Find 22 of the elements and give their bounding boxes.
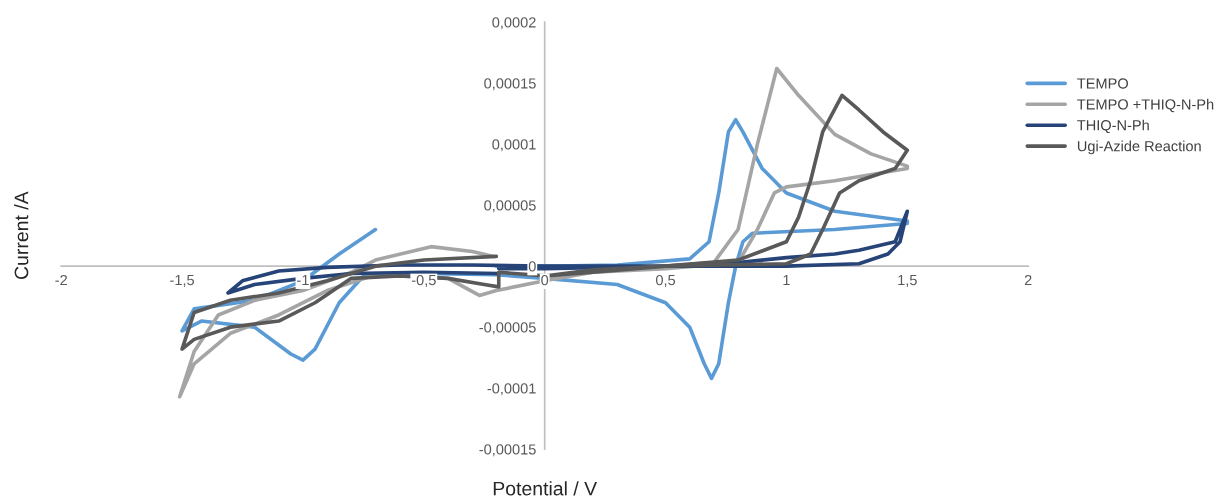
x-tick-label: -2 bbox=[55, 274, 67, 286]
legend-label: Ugi-Azide Reaction bbox=[1077, 140, 1201, 155]
x-tick-label: -1,5 bbox=[170, 275, 195, 287]
x-tick-label: -1 bbox=[297, 275, 309, 286]
x-tick-label: 0,5 bbox=[655, 274, 676, 287]
y-tick-label: 0,00015 bbox=[484, 78, 536, 91]
legend-label: THIQ-N-Ph bbox=[1077, 119, 1149, 134]
legend-label: TEMPO bbox=[1077, 78, 1128, 89]
legend-label: TEMPO +THIQ-N-Ph bbox=[1077, 98, 1214, 113]
y-tick-label: 0 bbox=[528, 261, 536, 272]
y-tick-label: -0,00005 bbox=[479, 322, 536, 335]
x-tick-label: 2 bbox=[1024, 274, 1032, 286]
x-axis-title: Potential / V bbox=[493, 481, 598, 496]
x-tick-label: 1 bbox=[783, 275, 790, 286]
y-tick-label: -0,00015 bbox=[479, 444, 536, 457]
y-tick-label: 0,0001 bbox=[492, 139, 536, 152]
x-tick-label: 1,5 bbox=[898, 275, 917, 287]
y-tick-label: 0,00005 bbox=[484, 200, 536, 213]
y-axis-title: Current /A bbox=[14, 191, 29, 279]
y-tick-label: -0,0001 bbox=[487, 383, 536, 396]
y-tick-label: 0,0002 bbox=[492, 17, 536, 30]
x-tick-label: -0,5 bbox=[411, 274, 436, 287]
